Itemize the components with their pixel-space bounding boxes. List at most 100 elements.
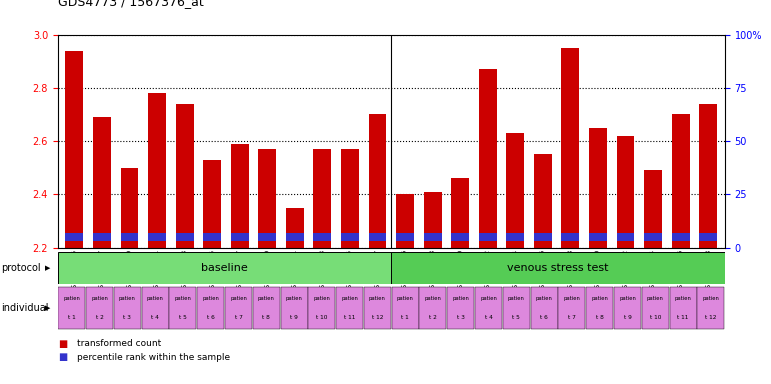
Bar bbox=[503, 287, 530, 329]
Bar bbox=[451, 233, 469, 241]
Bar bbox=[314, 149, 332, 248]
Text: t 3: t 3 bbox=[123, 315, 131, 320]
Bar bbox=[341, 233, 359, 241]
Text: t 2: t 2 bbox=[429, 315, 437, 320]
Text: patien: patien bbox=[591, 296, 608, 301]
Text: t 12: t 12 bbox=[372, 315, 383, 320]
Bar bbox=[231, 233, 249, 241]
Bar bbox=[479, 69, 497, 248]
Text: t 11: t 11 bbox=[678, 315, 689, 320]
Bar bbox=[231, 144, 249, 248]
Text: ▶: ▶ bbox=[45, 265, 50, 271]
Bar bbox=[589, 233, 607, 241]
Bar bbox=[699, 233, 717, 241]
Bar bbox=[396, 233, 414, 241]
Text: t 11: t 11 bbox=[344, 315, 355, 320]
Bar bbox=[204, 160, 221, 248]
Text: t 8: t 8 bbox=[596, 315, 604, 320]
Bar bbox=[644, 233, 662, 241]
Text: t 6: t 6 bbox=[540, 315, 548, 320]
Bar bbox=[672, 114, 689, 248]
Bar bbox=[672, 233, 689, 241]
Bar bbox=[253, 287, 280, 329]
Text: ■: ■ bbox=[58, 339, 67, 349]
Text: protocol: protocol bbox=[1, 263, 40, 273]
Bar bbox=[286, 208, 304, 248]
Bar bbox=[586, 287, 613, 329]
Text: t 10: t 10 bbox=[649, 315, 661, 320]
Text: percentile rank within the sample: percentile rank within the sample bbox=[77, 353, 231, 362]
Text: patien: patien bbox=[341, 296, 358, 301]
Bar bbox=[58, 252, 391, 284]
Bar bbox=[534, 233, 552, 241]
Bar bbox=[142, 287, 169, 329]
Bar bbox=[114, 287, 141, 329]
Bar bbox=[369, 114, 386, 248]
Text: t 5: t 5 bbox=[513, 315, 520, 320]
Text: transformed count: transformed count bbox=[77, 339, 161, 348]
Text: patien: patien bbox=[453, 296, 470, 301]
Text: ■: ■ bbox=[58, 352, 67, 362]
Bar bbox=[558, 287, 585, 329]
Bar bbox=[697, 287, 724, 329]
Text: patien: patien bbox=[619, 296, 636, 301]
Bar bbox=[93, 117, 111, 248]
Bar bbox=[258, 149, 276, 248]
Text: t 7: t 7 bbox=[234, 315, 242, 320]
Bar bbox=[341, 149, 359, 248]
Bar bbox=[314, 233, 332, 241]
Bar bbox=[507, 233, 524, 241]
Text: patien: patien bbox=[119, 296, 136, 301]
Text: patien: patien bbox=[313, 296, 330, 301]
Text: ▶: ▶ bbox=[45, 305, 50, 311]
Bar bbox=[534, 154, 552, 248]
Text: baseline: baseline bbox=[201, 263, 248, 273]
Bar bbox=[617, 233, 635, 241]
Bar bbox=[176, 104, 194, 248]
Bar bbox=[369, 233, 386, 241]
Text: patien: patien bbox=[63, 296, 80, 301]
Bar bbox=[286, 233, 304, 241]
Text: t 8: t 8 bbox=[262, 315, 270, 320]
Bar bbox=[644, 170, 662, 248]
Text: t 1: t 1 bbox=[68, 315, 76, 320]
Text: patien: patien bbox=[536, 296, 553, 301]
Bar bbox=[617, 136, 635, 248]
Text: t 7: t 7 bbox=[568, 315, 576, 320]
Text: patien: patien bbox=[174, 296, 191, 301]
Text: t 10: t 10 bbox=[316, 315, 328, 320]
Bar bbox=[170, 287, 197, 329]
Text: t 9: t 9 bbox=[624, 315, 631, 320]
Text: patien: patien bbox=[647, 296, 664, 301]
Text: t 6: t 6 bbox=[207, 315, 214, 320]
Bar bbox=[59, 287, 86, 329]
Text: individual: individual bbox=[1, 303, 49, 313]
Bar bbox=[699, 104, 717, 248]
Text: patien: patien bbox=[258, 296, 274, 301]
Bar bbox=[641, 287, 668, 329]
Bar bbox=[148, 233, 166, 241]
Text: patien: patien bbox=[425, 296, 442, 301]
Bar bbox=[475, 287, 502, 329]
Text: patien: patien bbox=[702, 296, 719, 301]
Bar bbox=[392, 287, 419, 329]
Text: t 5: t 5 bbox=[179, 315, 187, 320]
Text: t 2: t 2 bbox=[96, 315, 103, 320]
Text: t 12: t 12 bbox=[705, 315, 716, 320]
Bar bbox=[93, 233, 111, 241]
Text: GDS4773 / 1567376_at: GDS4773 / 1567376_at bbox=[58, 0, 204, 8]
Bar bbox=[447, 287, 474, 329]
Text: patien: patien bbox=[508, 296, 525, 301]
Bar bbox=[589, 128, 607, 248]
Bar bbox=[396, 194, 414, 248]
Bar bbox=[561, 48, 579, 248]
Bar bbox=[176, 233, 194, 241]
Bar bbox=[120, 168, 139, 248]
Bar bbox=[308, 287, 335, 329]
Text: patien: patien bbox=[564, 296, 581, 301]
Text: patien: patien bbox=[675, 296, 692, 301]
Bar bbox=[86, 287, 113, 329]
Text: t 9: t 9 bbox=[290, 315, 298, 320]
Text: t 4: t 4 bbox=[485, 315, 493, 320]
Text: patien: patien bbox=[285, 296, 302, 301]
